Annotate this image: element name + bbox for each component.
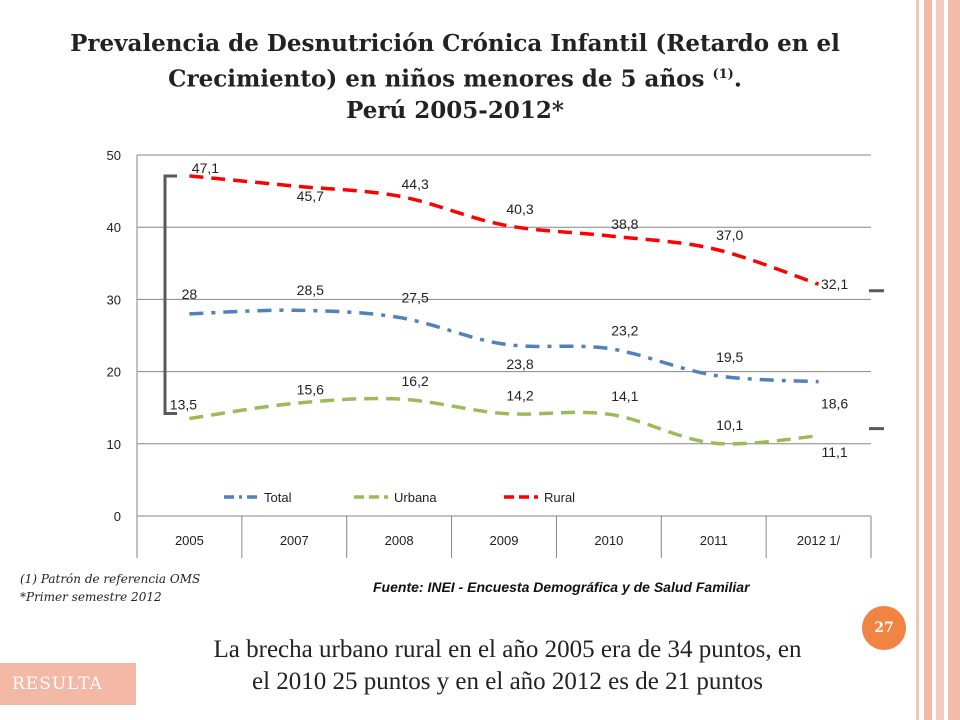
data-source: Fuente: INEI - Encuesta Demográfica y de… xyxy=(373,579,750,595)
y-tick-label: 0 xyxy=(114,509,121,524)
gap-bracket-2012 xyxy=(869,289,884,431)
summary-line-1: La brecha urbano rural en el año 2005 er… xyxy=(213,636,802,663)
data-label-rural: 44,3 xyxy=(402,176,429,192)
data-label-rural: 45,7 xyxy=(297,188,324,204)
y-tick-label: 20 xyxy=(107,365,121,380)
data-label-total: 28 xyxy=(182,286,198,302)
data-label-urbana: 16,2 xyxy=(402,373,429,389)
y-tick-label: 10 xyxy=(107,437,121,452)
y-tick-label: 30 xyxy=(107,292,121,307)
data-label-total: 23,8 xyxy=(506,356,533,372)
x-tick-label: 2010 xyxy=(594,533,623,548)
title-footnote-ref: (1) xyxy=(712,67,734,82)
series-line-urbana xyxy=(189,396,819,446)
data-label-total: 18,6 xyxy=(821,396,848,412)
data-label-rural: 38,8 xyxy=(611,216,638,232)
slide-number-badge: 27 xyxy=(862,606,906,650)
section-tag: RESULTA xyxy=(0,663,136,705)
title-line-1: Prevalencia de Desnutrición Crónica Infa… xyxy=(70,30,840,57)
series-line-total xyxy=(189,308,819,384)
page-title: Prevalencia de Desnutrición Crónica Infa… xyxy=(0,28,910,126)
legend-label-rural: Rural xyxy=(544,490,575,505)
data-label-rural: 47,1 xyxy=(192,160,219,176)
data-label-rural: 40,3 xyxy=(506,201,533,217)
data-label-rural: 37,0 xyxy=(716,227,743,243)
x-tick-label: 2007 xyxy=(280,533,309,548)
data-label-urbana: 13,5 xyxy=(170,397,197,413)
footnote-semester: *Primer semestre 2012 xyxy=(20,590,162,604)
footnote-reference: (1) Patrón de referencia OMS xyxy=(20,572,201,586)
legend-label-total: Total xyxy=(264,490,292,505)
x-tick-label: 2008 xyxy=(385,533,414,548)
x-tick-label: 2009 xyxy=(490,533,519,548)
title-line-2-text: Crecimiento) en niños menores de 5 años xyxy=(168,65,705,93)
series-line-rural xyxy=(189,174,820,286)
data-label-urbana: 11,1 xyxy=(821,444,847,460)
data-label-total: 23,2 xyxy=(611,322,638,338)
data-label-total: 27,5 xyxy=(402,289,429,305)
summary-text: La brecha urbano rural en el año 2005 er… xyxy=(0,634,960,698)
data-label-urbana: 15,6 xyxy=(297,381,324,397)
legend-label-urbana: Urbana xyxy=(394,490,437,505)
y-tick-label: 40 xyxy=(107,220,121,235)
data-label-urbana: 14,1 xyxy=(611,388,638,404)
y-tick-label: 50 xyxy=(107,148,121,163)
decorative-stripes xyxy=(910,0,960,720)
summary-line-2: el 2010 25 puntos y en el año 2012 es de… xyxy=(251,668,764,695)
title-line-2-end: . xyxy=(733,65,742,93)
data-label-urbana: 14,2 xyxy=(506,387,533,403)
x-tick-label: 2012 1/ xyxy=(797,533,841,548)
title-line-3: Perú 2005-2012* xyxy=(346,96,564,124)
data-label-total: 19,5 xyxy=(716,349,743,365)
x-tick-label: 2011 xyxy=(700,533,728,548)
data-label-rural: 32,1 xyxy=(821,276,848,292)
data-label-total: 28,5 xyxy=(297,282,324,298)
x-tick-label: 2005 xyxy=(175,533,204,548)
gap-bracket-2005 xyxy=(163,174,177,415)
data-label-urbana: 10,1 xyxy=(716,417,743,433)
line-chart: 0 10 20 30 40 50 2005 2007 2008 2009 2010 2011 2012 … xyxy=(107,148,884,558)
title-line-2: Crecimiento) en niños menores de 5 años … xyxy=(0,59,910,95)
